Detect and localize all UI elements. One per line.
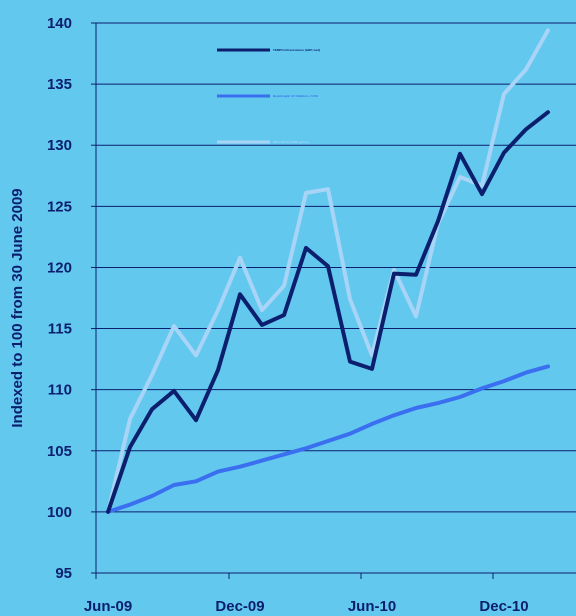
x-axis: Jun-09 Dec-09 Jun-10 Dec-10 [84,23,576,615]
legend-label: Benchmark: G7 Inflation + 5.5% [273,94,318,98]
series-line [106,364,550,514]
y-tick-label: 115 [48,321,72,338]
x-tick-label: Dec-09 [215,598,264,615]
y-tick-label: 120 [47,259,72,276]
y-tick-label: 135 [47,76,72,93]
y-tick-label: 125 [47,198,72,215]
x-tick-label: Jun-10 [348,598,396,615]
legend-label: MSCI World [GBP, gross] [273,140,309,144]
y-tick-label: 95 [55,565,72,582]
legend: TEMPO Infrastructure [GBP, hed] Benchmark… [217,48,320,144]
x-tick-label: Jun-09 [84,598,132,615]
y-tick-label: 105 [47,443,72,460]
legend-label: TEMPO Infrastructure [GBP, hed] [273,48,320,52]
y-axis-title: Indexed to 100 from 30 June 2009 [9,188,26,427]
y-tick-label: 140 [47,15,72,32]
series-lines [106,28,550,514]
y-tick-label: 130 [47,137,72,154]
y-tick-label: 110 [48,382,72,399]
x-tick-label: Dec-10 [479,598,528,615]
y-axis-ticks: 95 100 105 110 115 120 125 130 135 140 [47,15,96,582]
gridlines [96,22,576,574]
y-tick-label: 100 [47,504,72,521]
series-line [106,110,550,514]
